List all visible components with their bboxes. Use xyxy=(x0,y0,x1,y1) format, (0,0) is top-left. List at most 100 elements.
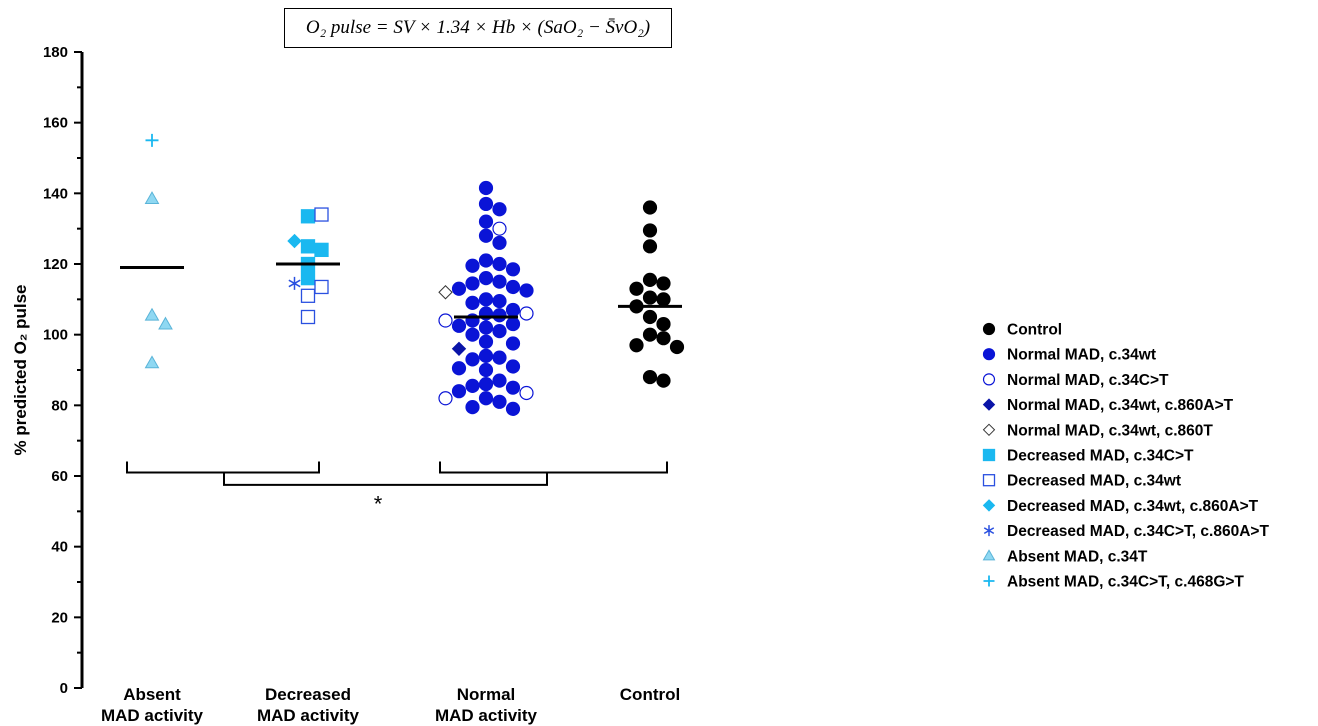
data-point xyxy=(438,391,453,406)
data-point xyxy=(300,270,316,286)
legend-label: Decreased MAD, c.34C>T, c.860A>T xyxy=(1007,523,1269,540)
data-point xyxy=(519,385,534,401)
y-tick-label: 20 xyxy=(51,609,68,626)
y-tick-label: 140 xyxy=(43,185,68,202)
category-label-line2: MAD activity xyxy=(101,706,204,725)
data-point xyxy=(505,401,521,416)
bracket-left xyxy=(126,461,320,474)
data-point xyxy=(465,258,480,273)
data-point xyxy=(642,327,658,342)
formula-text: O₂ pulse = SV × 1.34 × Hb × (SaO₂ − S̄vO… xyxy=(305,17,651,38)
category-label: Decreased xyxy=(265,685,351,704)
data-point xyxy=(642,223,658,238)
y-tick-label: 0 xyxy=(60,680,68,697)
data-point xyxy=(314,279,329,295)
data-point xyxy=(629,281,644,296)
data-point xyxy=(465,352,480,367)
data-point xyxy=(451,318,467,333)
data-point xyxy=(505,316,521,332)
legend-label: Normal MAD, c.34wt, c.860A>T xyxy=(1007,397,1234,414)
legend-marker xyxy=(982,322,996,336)
y-tick-label: 60 xyxy=(51,468,68,485)
y-tick-label: 100 xyxy=(43,327,68,344)
data-point xyxy=(656,316,671,332)
y-tick-label: 160 xyxy=(43,115,68,132)
legend-marker xyxy=(982,348,996,361)
data-point xyxy=(492,202,507,217)
data-point xyxy=(478,180,494,196)
data-point xyxy=(451,281,467,296)
legend-marker xyxy=(982,448,996,462)
data-point xyxy=(465,400,480,415)
data-point xyxy=(438,313,453,328)
data-point xyxy=(642,369,658,385)
legend-marker xyxy=(982,499,996,512)
data-point xyxy=(492,256,507,272)
y-tick-label: 180 xyxy=(43,44,68,61)
data-point xyxy=(505,279,521,295)
data-point xyxy=(642,239,658,254)
data-point xyxy=(505,262,521,277)
legend-marker xyxy=(982,398,996,411)
data-point xyxy=(314,207,329,222)
data-point xyxy=(505,380,521,395)
legend-label: Decreased MAD, c.34wt xyxy=(1007,473,1181,490)
data-point xyxy=(629,338,644,353)
legend-marker xyxy=(982,423,996,437)
data-point xyxy=(478,253,494,268)
data-point xyxy=(492,373,507,388)
data-point xyxy=(300,239,316,254)
legend-marker xyxy=(982,549,996,561)
data-point xyxy=(519,283,534,298)
data-point xyxy=(300,288,316,303)
data-point xyxy=(505,359,521,374)
data-point xyxy=(478,391,494,406)
legend-label: Normal MAD, c.34C>T xyxy=(1007,372,1169,389)
data-point xyxy=(519,306,534,321)
bracket-bottom xyxy=(223,472,548,486)
data-point xyxy=(478,271,494,286)
data-point xyxy=(505,336,521,351)
data-point xyxy=(144,307,160,321)
data-point xyxy=(478,377,494,392)
significance-marker: * xyxy=(374,491,383,516)
data-point xyxy=(451,341,467,357)
data-point xyxy=(492,350,507,365)
y-tick-label: 40 xyxy=(51,539,68,556)
data-point xyxy=(465,295,480,310)
data-point xyxy=(642,309,658,325)
legend-label: Decreased MAD, c.34wt, c.860A>T xyxy=(1007,498,1259,515)
data-point xyxy=(158,316,173,330)
data-point xyxy=(656,373,671,388)
legend-label: Normal MAD, c.34wt, c.860T xyxy=(1007,422,1213,439)
data-point xyxy=(314,242,329,258)
category-label: Normal xyxy=(457,685,516,704)
y-axis-label: % predicted O₂ pulse xyxy=(11,285,30,456)
legend-label: Absent MAD, c.34C>T, c.468G>T xyxy=(1007,574,1244,591)
data-point xyxy=(465,276,480,291)
data-point xyxy=(492,294,507,309)
data-point xyxy=(492,221,507,236)
data-point xyxy=(656,292,671,307)
data-point xyxy=(478,292,494,307)
formula-box: O₂ pulse = SV × 1.34 × Hb × (SaO₂ − S̄vO… xyxy=(284,8,672,48)
data-point xyxy=(144,191,160,205)
data-point xyxy=(478,362,494,378)
data-point xyxy=(478,214,494,229)
legend-marker xyxy=(983,525,995,537)
data-point xyxy=(642,200,658,215)
category-label: Absent xyxy=(123,685,181,704)
data-point xyxy=(656,276,671,291)
data-point xyxy=(656,331,671,346)
data-point xyxy=(669,339,685,355)
data-point xyxy=(438,285,453,300)
legend-label: Decreased MAD, c.34C>T xyxy=(1007,448,1194,465)
data-point xyxy=(478,196,494,212)
data-point xyxy=(492,274,507,289)
category-label-line2: MAD activity xyxy=(435,706,538,725)
data-point xyxy=(145,133,159,147)
data-point xyxy=(492,235,507,250)
data-point xyxy=(478,320,494,335)
data-point xyxy=(287,233,302,249)
